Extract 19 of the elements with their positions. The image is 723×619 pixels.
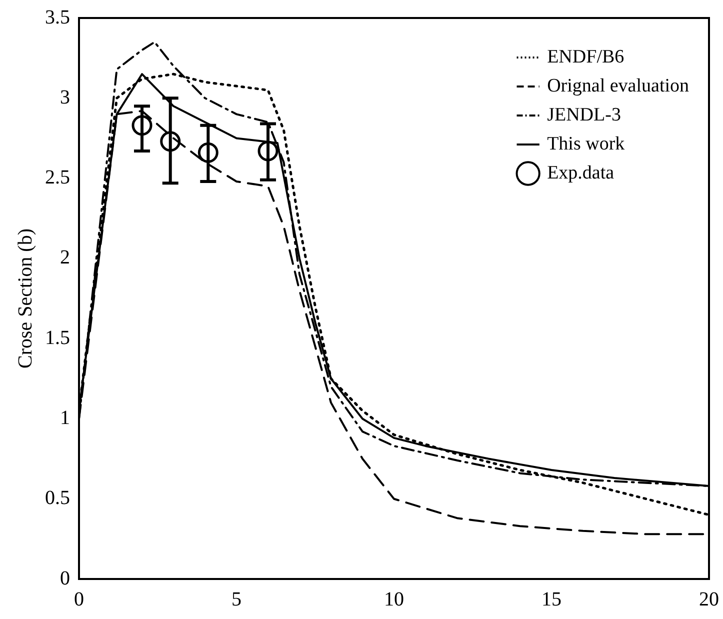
y-tick-label: 0.5 xyxy=(45,487,70,510)
legend-label: JENDL-3 xyxy=(547,104,621,126)
y-tick-label: 2 xyxy=(60,246,70,269)
y-tick-label: 3.5 xyxy=(45,6,70,28)
legend-label: Orignal evaluation xyxy=(547,75,690,96)
y-tick-label: 3 xyxy=(60,86,70,108)
y-axis-title: Crose Section (b) xyxy=(14,228,36,368)
x-tick-label: 5 xyxy=(232,588,242,610)
legend-label: Exp.data xyxy=(547,162,615,184)
x-tick-label: 20 xyxy=(699,588,719,610)
y-tick-label: 2.5 xyxy=(45,166,70,189)
y-tick-label: 0 xyxy=(60,567,70,590)
x-tick-label: 0 xyxy=(74,588,84,610)
x-tick-label: 15 xyxy=(542,588,562,610)
legend-label: ENDF/B6 xyxy=(547,46,624,68)
y-tick-label: 1 xyxy=(60,406,70,429)
y-tick-label: 1.5 xyxy=(45,326,70,349)
x-tick-label: 10 xyxy=(384,588,404,610)
legend-label: This work xyxy=(547,133,626,154)
